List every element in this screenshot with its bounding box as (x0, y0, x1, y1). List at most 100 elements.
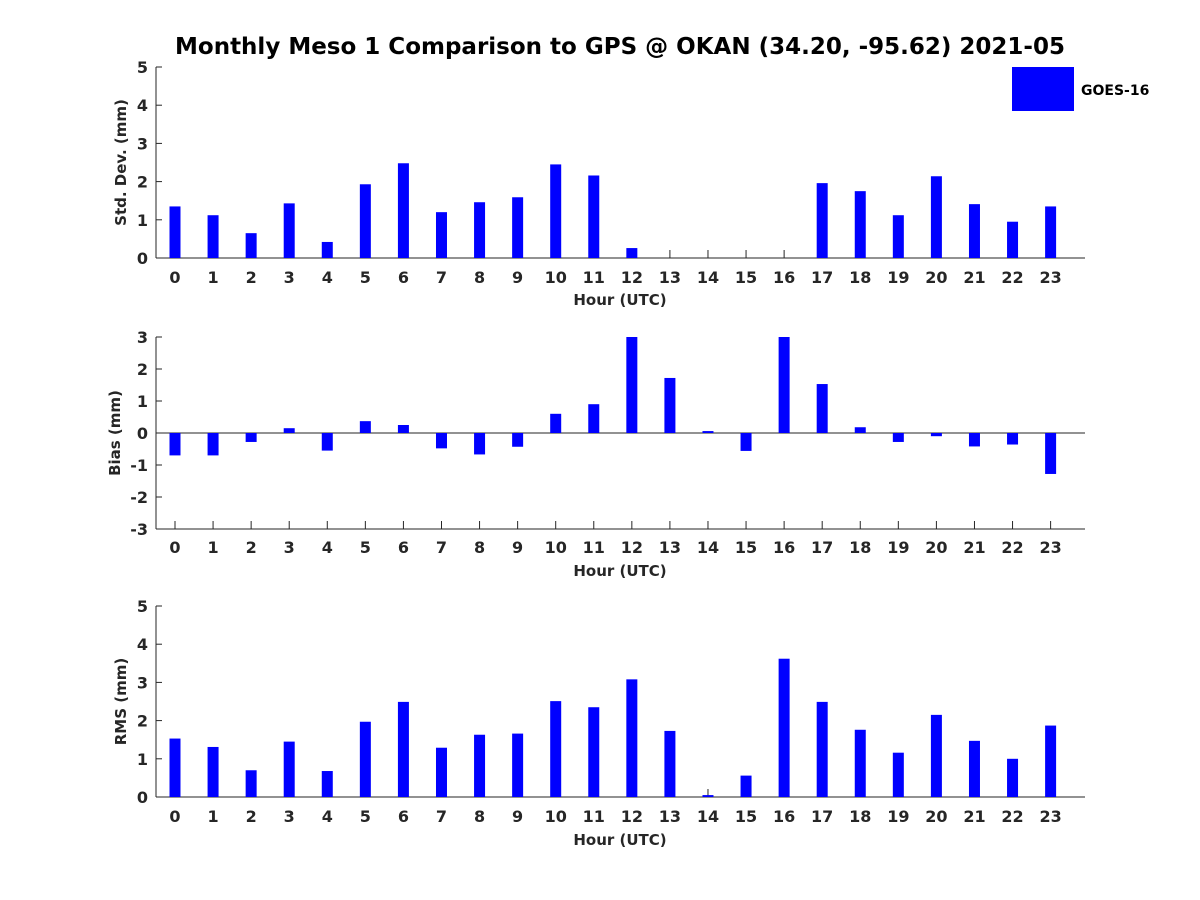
bar-stddev-hour-8 (474, 202, 486, 258)
bar-stddev-hour-4 (321, 241, 333, 258)
bar-rms-hour-10 (550, 701, 562, 797)
x-tick-label: 19 (887, 538, 909, 557)
bar-bias-hour-0 (169, 433, 181, 456)
bar-bias-hour-2 (245, 433, 257, 442)
bar-bias-hour-19 (892, 433, 904, 442)
y-tick-label: 5 (137, 597, 148, 616)
bar-bias-hour-6 (397, 425, 409, 433)
bar-rms-hour-17 (816, 701, 828, 797)
bar-bias-hour-22 (1007, 433, 1019, 445)
x-tick-label: 6 (398, 268, 409, 287)
x-tick-label: 0 (169, 538, 180, 557)
bar-stddev-hour-2 (245, 233, 257, 258)
x-tick-label: 21 (963, 538, 985, 557)
x-tick-label: 15 (735, 807, 757, 826)
legend: GOES-16 (1012, 67, 1149, 111)
bar-rms-hour-4 (321, 771, 333, 797)
x-tick-label: 10 (545, 268, 567, 287)
y-tick-label: 3 (137, 134, 148, 153)
x-tick-label: 16 (773, 807, 795, 826)
bar-stddev-hour-21 (968, 204, 980, 258)
bar-rms-hour-21 (968, 740, 980, 797)
y-tick-label: 5 (137, 58, 148, 77)
bar-bias-hour-14 (702, 431, 714, 433)
x-tick-label: 13 (659, 268, 681, 287)
x-tick-label: 2 (246, 268, 257, 287)
x-tick-label: 16 (773, 538, 795, 557)
y-tick-label: -2 (130, 488, 148, 507)
bar-rms-hour-22 (1007, 758, 1019, 797)
x-tick-label: 1 (207, 807, 218, 826)
x-tick-label: 18 (849, 807, 871, 826)
bar-rms-hour-13 (664, 730, 676, 797)
x-tick-label: 13 (659, 538, 681, 557)
x-tick-label: 22 (1001, 807, 1023, 826)
y-tick-label: 2 (137, 712, 148, 731)
chart-title: Monthly Meso 1 Comparison to GPS @ OKAN … (175, 34, 1065, 60)
x-tick-label: 5 (360, 268, 371, 287)
x-tick-label: 17 (811, 538, 833, 557)
x-tick-label: 14 (697, 268, 719, 287)
bar-rms-hour-20 (930, 714, 942, 797)
x-tick-label: 2 (246, 807, 257, 826)
x-tick-label: 1 (207, 268, 218, 287)
x-tick-label: 4 (322, 268, 333, 287)
x-tick-label: 11 (583, 807, 605, 826)
bar-bias-hour-18 (854, 427, 866, 433)
x-tick-label: 15 (735, 538, 757, 557)
y-axis-label: Std. Dev. (mm) (112, 99, 130, 226)
bar-rms-hour-15 (740, 775, 752, 797)
y-tick-label: 4 (137, 635, 148, 654)
bar-bias-hour-16 (778, 337, 790, 433)
x-tick-label: 23 (1039, 538, 1061, 557)
y-tick-label: 0 (137, 788, 148, 807)
bar-bias-hour-1 (207, 433, 219, 456)
bar-rms-hour-19 (892, 752, 904, 797)
x-axis-label: Hour (UTC) (573, 831, 666, 849)
x-tick-label: 8 (474, 538, 485, 557)
x-tick-label: 12 (621, 807, 643, 826)
bar-stddev-hour-7 (435, 212, 447, 258)
bar-bias-hour-10 (550, 413, 562, 433)
legend-swatch (1012, 67, 1074, 111)
bar-rms-hour-8 (474, 734, 486, 797)
bar-stddev-hour-19 (892, 215, 904, 258)
bar-stddev-hour-22 (1007, 221, 1019, 258)
x-tick-label: 19 (887, 807, 909, 826)
x-tick-label: 6 (398, 807, 409, 826)
legend-label: GOES-16 (1081, 83, 1149, 99)
bar-bias-hour-9 (512, 433, 524, 447)
bar-bias-hour-21 (968, 433, 980, 447)
x-tick-label: 16 (773, 268, 795, 287)
bar-bias-hour-7 (435, 433, 447, 449)
bar-stddev-hour-17 (816, 183, 828, 258)
x-tick-label: 12 (621, 538, 643, 557)
x-tick-label: 23 (1039, 268, 1061, 287)
x-tick-label: 20 (925, 538, 947, 557)
x-tick-label: 6 (398, 538, 409, 557)
x-tick-label: 2 (246, 538, 257, 557)
bar-rms-hour-14 (702, 795, 714, 797)
x-tick-label: 5 (360, 807, 371, 826)
y-tick-label: 3 (137, 328, 148, 347)
bar-bias-hour-12 (626, 337, 638, 433)
bar-bias-hour-8 (474, 433, 486, 455)
bar-stddev-hour-6 (397, 163, 409, 258)
x-tick-label: 7 (436, 807, 447, 826)
x-tick-label: 22 (1001, 538, 1023, 557)
bar-stddev-hour-20 (930, 176, 942, 258)
x-tick-label: 10 (545, 807, 567, 826)
x-tick-label: 18 (849, 538, 871, 557)
x-tick-label: 9 (512, 268, 523, 287)
bar-rms-hour-1 (207, 746, 219, 797)
x-tick-label: 3 (284, 538, 295, 557)
x-tick-label: 9 (512, 807, 523, 826)
bar-rms-hour-0 (169, 738, 181, 797)
bar-rms-hour-9 (512, 733, 524, 797)
y-tick-label: 0 (137, 424, 148, 443)
y-tick-label: 2 (137, 360, 148, 379)
x-tick-label: 5 (360, 538, 371, 557)
x-tick-label: 23 (1039, 807, 1061, 826)
